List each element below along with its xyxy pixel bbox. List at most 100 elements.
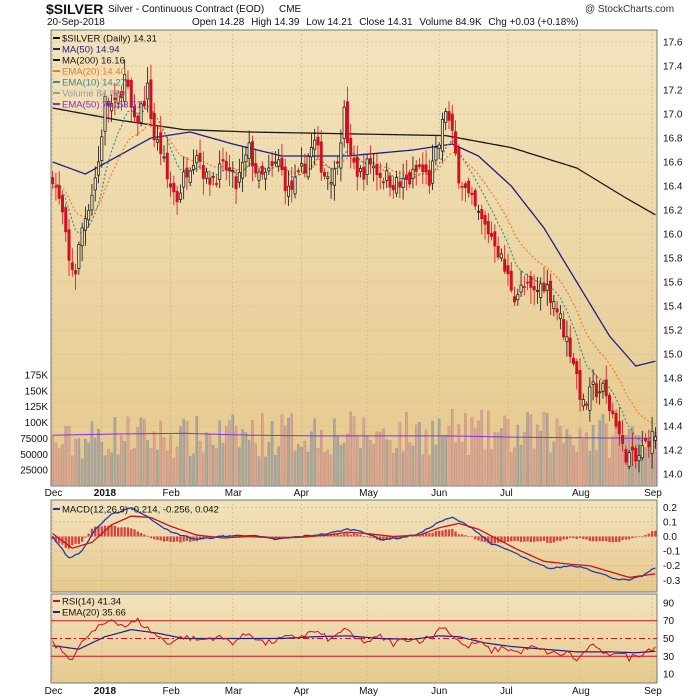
macd-hist-bar [77, 536, 80, 544]
volume-bar [120, 435, 123, 487]
candle-body [427, 169, 431, 186]
candle-body [313, 139, 317, 150]
volume-bar [136, 427, 140, 487]
candle-body [483, 215, 487, 225]
volume-bar [277, 446, 280, 487]
candle-body [516, 294, 520, 301]
macd-hist-bar [451, 528, 454, 537]
candle-body [634, 447, 638, 462]
volume-bar [378, 431, 382, 487]
macd-hist-bar [153, 536, 156, 540]
macd-hist-bar [464, 535, 467, 537]
candle-body [149, 79, 153, 120]
volume-bar [575, 452, 578, 487]
volume-bar [225, 426, 228, 487]
volume-bar [103, 455, 107, 487]
volume-ema50-line [52, 432, 656, 439]
macd-hist-bar [336, 533, 339, 537]
candle-body [119, 90, 123, 98]
x-axis-label: Aug [572, 488, 590, 499]
volume-bar [464, 413, 467, 487]
candle-body [54, 185, 58, 188]
macd-tick-label: -0.3 [663, 576, 681, 587]
candle-body [70, 262, 74, 270]
candle-body [437, 144, 441, 149]
candle-body [178, 192, 182, 200]
volume-bar [274, 455, 277, 487]
macd-hist-bar [500, 536, 503, 543]
volume-bar [126, 416, 130, 487]
volume-bar [477, 420, 480, 487]
macd-hist-bar [608, 536, 611, 543]
volume-bar [87, 442, 90, 487]
volume-bar [467, 454, 470, 487]
macd-hist-bar [352, 533, 356, 537]
volume-bar [346, 433, 349, 487]
volume-bar [428, 455, 431, 487]
x-axis-label: May [359, 488, 378, 499]
candle-body [562, 319, 566, 338]
candle-body [431, 160, 435, 184]
macd-hist-bar [130, 528, 133, 537]
macd-tick-label: -0.2 [663, 561, 681, 572]
price-tick-label: 16.0 [663, 230, 683, 241]
volume-bar [542, 412, 546, 487]
candle-body [155, 139, 159, 143]
volume-bar [290, 413, 294, 487]
macd-hist-bar [634, 536, 637, 538]
candle-body [182, 171, 186, 188]
candles [51, 59, 657, 473]
candle-body [555, 308, 559, 313]
macd-hist-bar [175, 536, 179, 542]
macd-hist-bar [644, 534, 647, 537]
macd-hist-bar [529, 536, 533, 543]
volume-bar [211, 445, 215, 487]
volume-bar [185, 421, 189, 487]
macd-hist-bar [388, 536, 392, 540]
macd-hist-bar [549, 536, 552, 544]
macd-hist-bar [369, 536, 372, 538]
macd-hist-bar [562, 536, 565, 540]
candle-body [270, 161, 274, 167]
macd-hist-bar [149, 536, 153, 539]
candle-body [493, 231, 497, 247]
candle-body [264, 171, 268, 180]
candle-body [247, 142, 251, 159]
x-axis-label: Aug [572, 686, 590, 697]
x-axis-label: Jun [431, 686, 447, 697]
candle-body [532, 286, 536, 291]
volume-bar [421, 454, 425, 487]
volume-bar [139, 417, 143, 487]
macd-hist-bar [64, 536, 67, 548]
macd-hist-bar [293, 536, 297, 537]
volume-bar [123, 441, 126, 487]
rsi-tick-label: 50 [663, 634, 675, 645]
volume-bar [228, 420, 231, 487]
volume-bar [611, 436, 615, 487]
legend-label: MACD(12,26,9) -0.214, -0.256, 0.042 [62, 505, 219, 516]
legend-label: MA(200) 16.16 [62, 56, 125, 67]
candle-body [319, 141, 323, 173]
x-axis-label: Sep [644, 488, 662, 499]
candle-body [480, 208, 484, 219]
candle-body [519, 284, 523, 293]
candle-body [250, 141, 254, 167]
volume-bar [152, 431, 156, 487]
volume-bar [365, 436, 369, 487]
macd-hist-bar [290, 536, 293, 537]
volume-bar [526, 412, 529, 487]
macd-hist-bar [110, 525, 113, 537]
candle-body [496, 246, 500, 258]
candle-body [345, 101, 349, 144]
candle-body [526, 281, 530, 284]
macd-hist-bar [444, 529, 447, 537]
candle-body [80, 227, 84, 247]
volume-bar [539, 430, 542, 487]
candle-body [467, 180, 471, 194]
volume-bar [434, 444, 438, 487]
candle-body [306, 156, 310, 178]
volume-bar [51, 436, 54, 487]
price-tick-label: 15.6 [663, 278, 683, 289]
macd-hist-bar [143, 534, 146, 537]
volume-bar [208, 434, 212, 487]
